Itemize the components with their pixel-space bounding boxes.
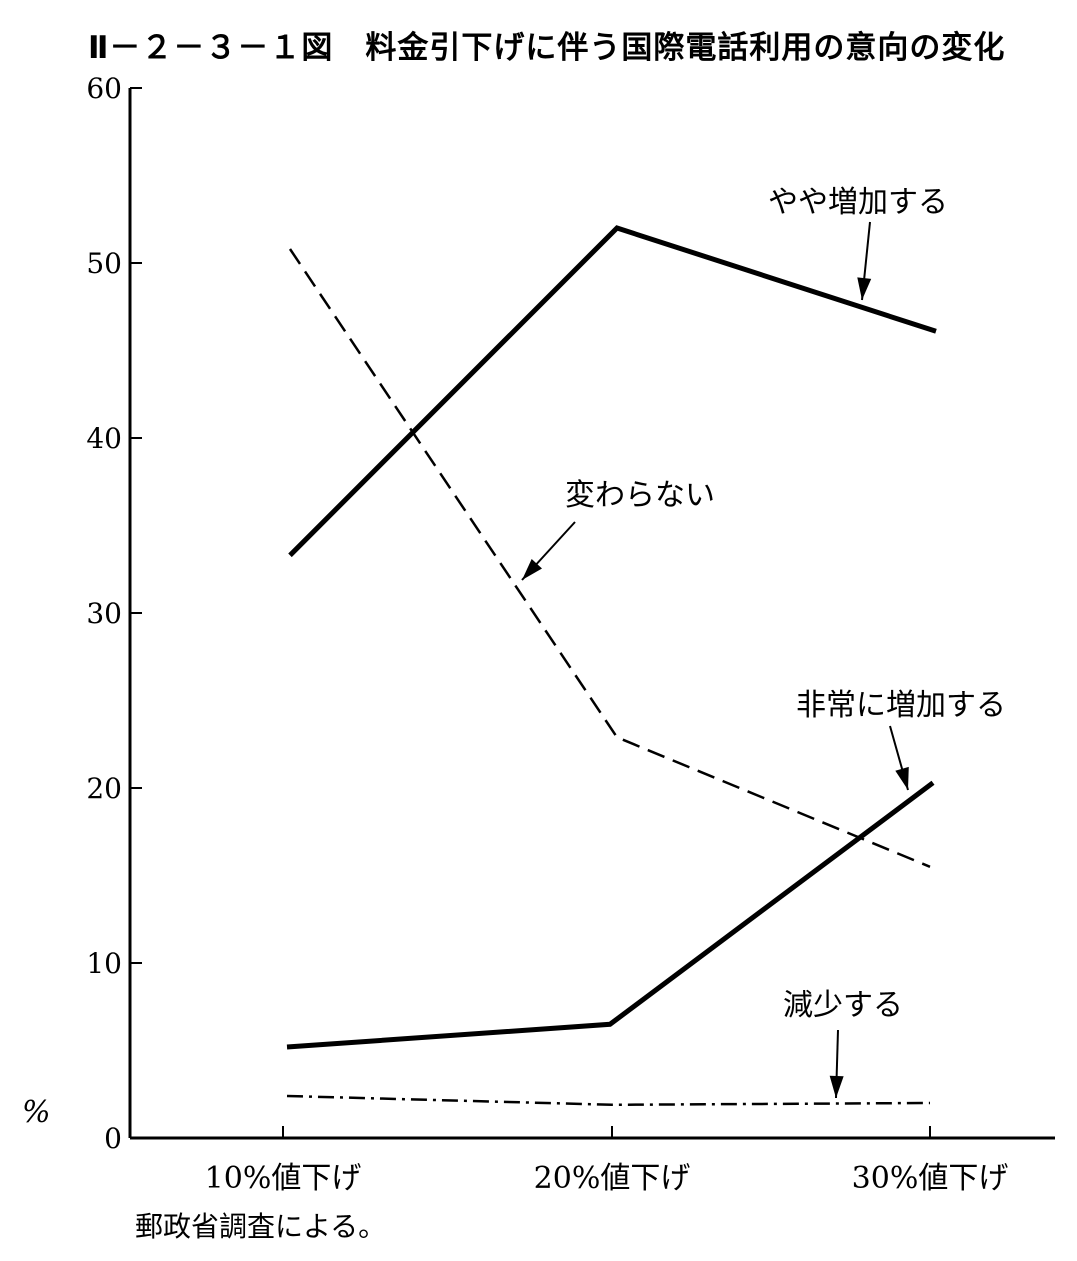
y-tick-label: 40 (86, 422, 122, 455)
arrow-head-icon (829, 1075, 844, 1098)
y-ticks: 0 10 20 30 40 50 60% (22, 72, 142, 1155)
series-line-3 (286, 1094, 931, 1107)
x-tick-label: 30%値下げ (852, 1161, 1009, 1196)
series-lines (286, 225, 937, 1107)
y-tick-label: 30 (86, 597, 122, 630)
arrow-head-icon (522, 559, 543, 580)
source-note: 郵政省調査による。 (135, 1210, 387, 1243)
series-line-2 (286, 780, 935, 1050)
series-label: 変わらない (565, 478, 715, 513)
y-tick-label: 60 (86, 72, 122, 105)
y-axis-label: % (22, 1095, 51, 1130)
series-label: 減少する (783, 988, 903, 1023)
series-line-1 (288, 248, 931, 868)
arrow-head-icon (857, 277, 872, 300)
series-label: やや増加する (768, 185, 948, 220)
x-tick-label: 20%値下げ (534, 1161, 691, 1196)
x-ticks: 10%値下げ 20%値下げ 30%値下げ (205, 1126, 1009, 1196)
y-tick-label: 20 (86, 772, 122, 805)
chart-title: Ⅱ－２－３－１図 料金引下げに伴う国際電話利用の意向の変化 (88, 30, 1006, 66)
x-tick-label: 10%値下げ (205, 1161, 362, 1196)
y-tick-label: 10 (86, 947, 122, 980)
arrow-head-icon (895, 766, 909, 790)
series-label: 非常に増加する (796, 688, 1006, 723)
y-tick-label: 50 (86, 247, 122, 280)
axes (128, 88, 1055, 1140)
y-tick-label: 0 (104, 1122, 122, 1155)
series-line-0 (288, 225, 937, 558)
